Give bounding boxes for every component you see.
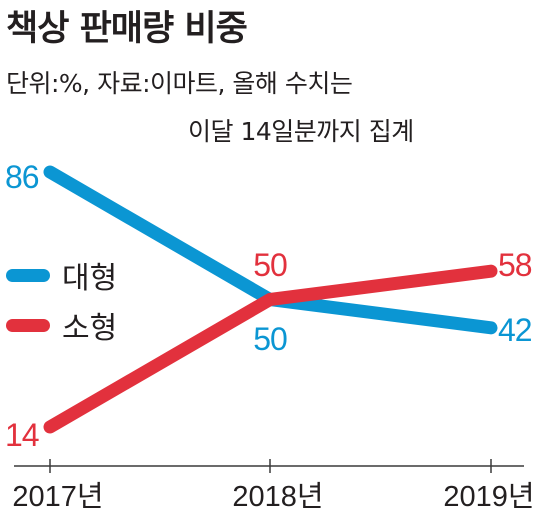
data-label-small: 50 xyxy=(253,247,287,283)
series-line-small xyxy=(43,264,498,434)
data-label-small: 14 xyxy=(5,417,39,453)
data-label-large: 86 xyxy=(5,159,39,195)
legend-swatch-small xyxy=(6,318,50,332)
data-label-large: 42 xyxy=(498,312,532,348)
legend-swatch-large xyxy=(6,268,50,282)
chart-title: 책상 판매량 비중 xyxy=(6,9,248,49)
data-label-small: 58 xyxy=(498,247,532,283)
data-label-large: 50 xyxy=(253,321,287,357)
source-note-line-2: 이달 14일분까지 집계 xyxy=(188,117,414,146)
x-tick-label: 2019년 xyxy=(443,481,534,513)
legend-label-small: 소형 xyxy=(62,311,118,346)
legend-item-large: 대형 xyxy=(6,258,117,296)
x-tick-label: 2018년 xyxy=(232,481,323,513)
legend-item-small: 소형 xyxy=(6,308,117,346)
source-note-line-1: 단위:%, 자료:이마트, 올해 수치는 xyxy=(6,69,353,98)
legend-label-large: 대형 xyxy=(62,261,118,296)
x-tick-label: 2017년 xyxy=(12,481,103,513)
